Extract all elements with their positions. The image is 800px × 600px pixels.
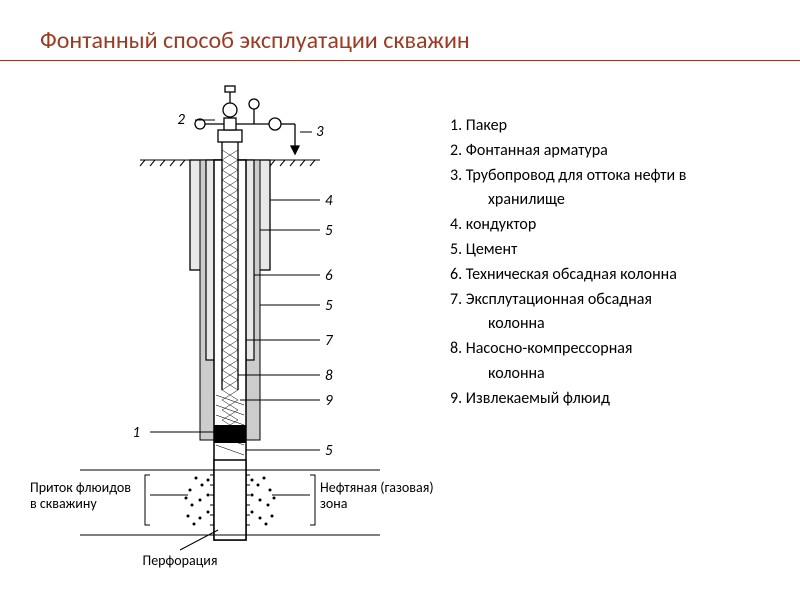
callout-8: 8 (325, 367, 333, 385)
legend-item-cont: колонна (450, 362, 790, 387)
legend-item-cont: колонна (450, 312, 790, 337)
legend-item: 5. Цемент (450, 238, 790, 263)
legend-item: 2. Фонтанная арматура (450, 139, 790, 164)
title-underline (0, 60, 800, 61)
legend-item: 6. Техническая обсадная колонна (450, 263, 790, 288)
page-title: Фонтанный способ эксплуатации скважин (40, 26, 470, 55)
oilzone-label: Нефтяная (газовая) (320, 479, 434, 496)
well-diagram: 2 3 4 5 6 5 7 8 9 5 1 Приток флюидов в с… (20, 80, 440, 580)
perforation-label: Перфорация (143, 552, 218, 569)
callout-4: 4 (325, 192, 333, 210)
legend-item: 8. Насосно-компрессорная (450, 337, 790, 362)
callout-6: 6 (325, 267, 333, 285)
callout-1: 1 (132, 424, 140, 442)
callout-9: 9 (325, 392, 333, 410)
influx-label: Приток флюидов (30, 479, 131, 496)
callout-5a: 5 (325, 222, 333, 240)
callout-7: 7 (325, 332, 334, 350)
legend-item: 4. кондуктор (450, 213, 790, 238)
callout-5c: 5 (325, 442, 333, 460)
callout-5b: 5 (325, 297, 333, 315)
influx-label-2: в скважину (30, 495, 97, 512)
callout-3: 3 (316, 123, 324, 141)
legend-item: 9. Извлекаемый флюид (450, 387, 790, 412)
legend-item: 7. Эксплутационная обсадная (450, 288, 790, 313)
callout-2: 2 (177, 111, 185, 129)
legend-item: 3. Трубопровод для оттока нефти в (450, 164, 790, 189)
oilzone-label-2: зона (320, 495, 348, 512)
legend-item: 1. Пакер (450, 114, 790, 139)
legend-item-cont: хранилище (450, 188, 790, 213)
legend-list: 1. Пакер 2. Фонтанная арматура 3. Трубоп… (450, 114, 790, 412)
